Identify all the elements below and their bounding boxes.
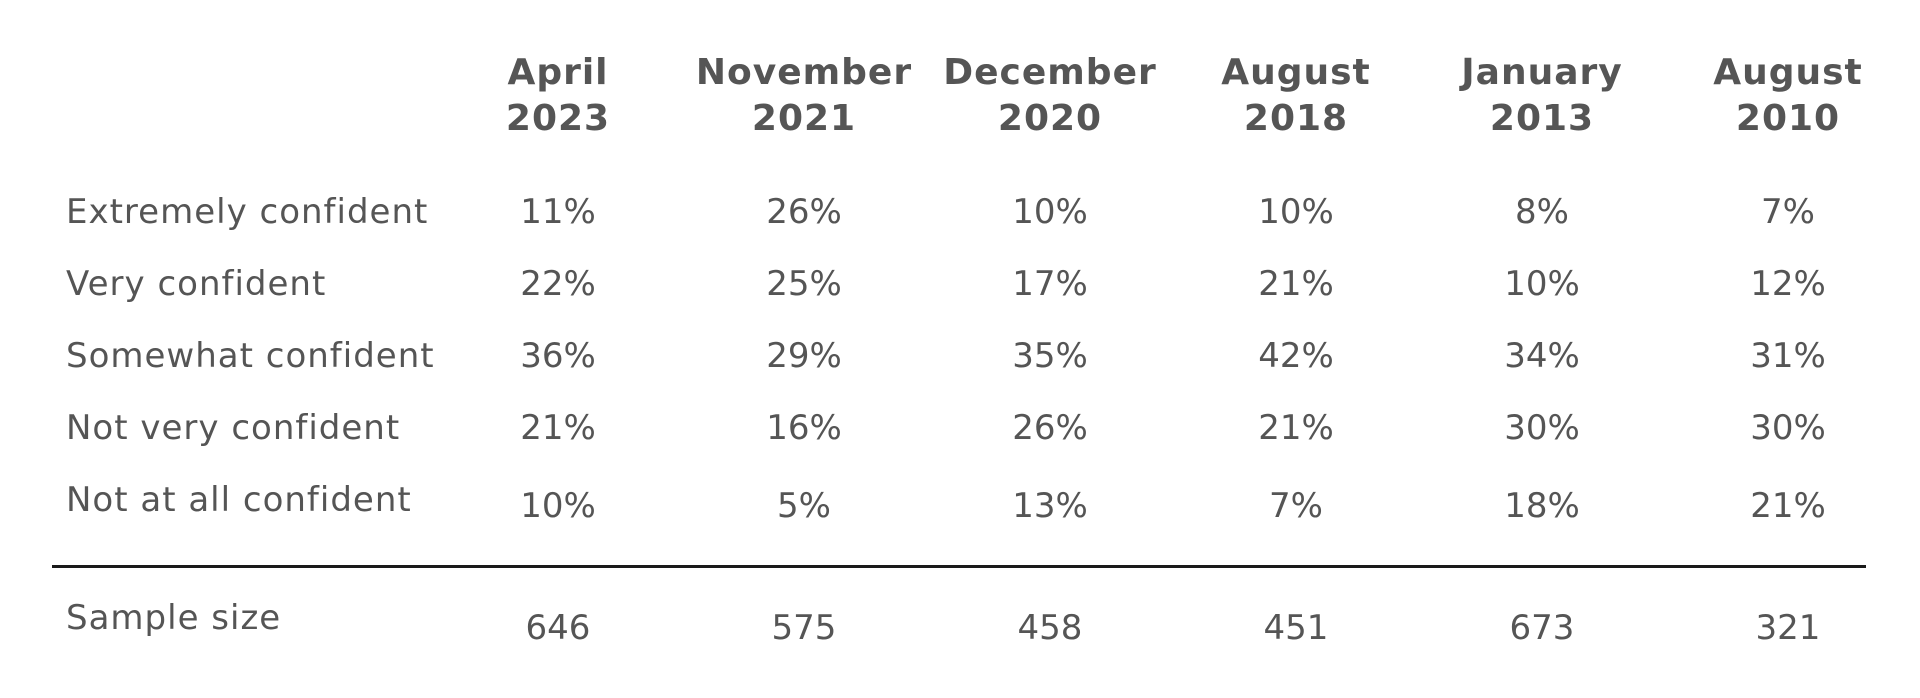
table-cell: 42% (1258, 336, 1334, 376)
table-cell: 5% (777, 486, 831, 526)
table-cell: 10% (1504, 264, 1580, 304)
table-cell: 10% (520, 486, 596, 526)
table-cell: 7% (1269, 486, 1323, 526)
table-cell: 12% (1750, 264, 1826, 304)
column-header: November 2021 (684, 50, 924, 142)
column-header-year: 2010 (1735, 98, 1841, 139)
column-header-year: 2013 (1489, 98, 1595, 139)
table-cell: 35% (1012, 336, 1088, 376)
table-cell: 11% (520, 192, 596, 232)
row-label: Very confident (66, 264, 327, 304)
table-cell: 36% (520, 336, 596, 376)
sample-size-cell: 673 (1509, 608, 1575, 648)
table-cell: 26% (766, 192, 842, 232)
row-label: Extremely confident (66, 192, 429, 232)
column-header: August 2010 (1668, 50, 1908, 142)
table-cell: 21% (520, 408, 596, 448)
column-header-month: April (507, 52, 609, 93)
column-header-month: November (695, 52, 913, 93)
column-header-year: 2020 (997, 98, 1103, 139)
sample-size-cell: 575 (771, 608, 837, 648)
sample-size-cell: 458 (1017, 608, 1083, 648)
table-cell: 30% (1504, 408, 1580, 448)
table-cell: 21% (1258, 408, 1334, 448)
table-cell: 30% (1750, 408, 1826, 448)
table-cell: 13% (1012, 486, 1088, 526)
table-cell: 25% (766, 264, 842, 304)
column-header: April 2023 (438, 50, 678, 142)
table-cell: 10% (1258, 192, 1334, 232)
column-header-month: August (1713, 52, 1863, 93)
table-cell: 18% (1504, 486, 1580, 526)
column-header-month: December (943, 52, 1157, 93)
sample-size-label: Sample size (66, 598, 282, 638)
table-cell: 29% (766, 336, 842, 376)
row-label: Not very confident (66, 408, 401, 448)
table-cell: 16% (766, 408, 842, 448)
column-header-month: August (1221, 52, 1371, 93)
sample-size-cell: 321 (1755, 608, 1821, 648)
table-cell: 21% (1750, 486, 1826, 526)
table-cell: 21% (1258, 264, 1334, 304)
column-header-year: 2018 (1243, 98, 1349, 139)
table-cell: 31% (1750, 336, 1826, 376)
table-cell: 10% (1012, 192, 1088, 232)
table-divider (52, 565, 1866, 568)
table-cell: 7% (1761, 192, 1815, 232)
table-cell: 26% (1012, 408, 1088, 448)
sample-size-cell: 646 (525, 608, 591, 648)
column-header: August 2018 (1176, 50, 1416, 142)
sample-size-cell: 451 (1263, 608, 1329, 648)
column-header-year: 2021 (751, 98, 857, 139)
table-cell: 34% (1504, 336, 1580, 376)
column-header: December 2020 (930, 50, 1170, 142)
column-header: January 2013 (1422, 50, 1662, 142)
column-header-year: 2023 (505, 98, 611, 139)
table-cell: 22% (520, 264, 596, 304)
table-cell: 8% (1515, 192, 1569, 232)
row-label: Somewhat confident (66, 336, 435, 376)
row-label: Not at all confident (66, 480, 412, 520)
column-header-month: January (1461, 52, 1623, 93)
table-cell: 17% (1012, 264, 1088, 304)
